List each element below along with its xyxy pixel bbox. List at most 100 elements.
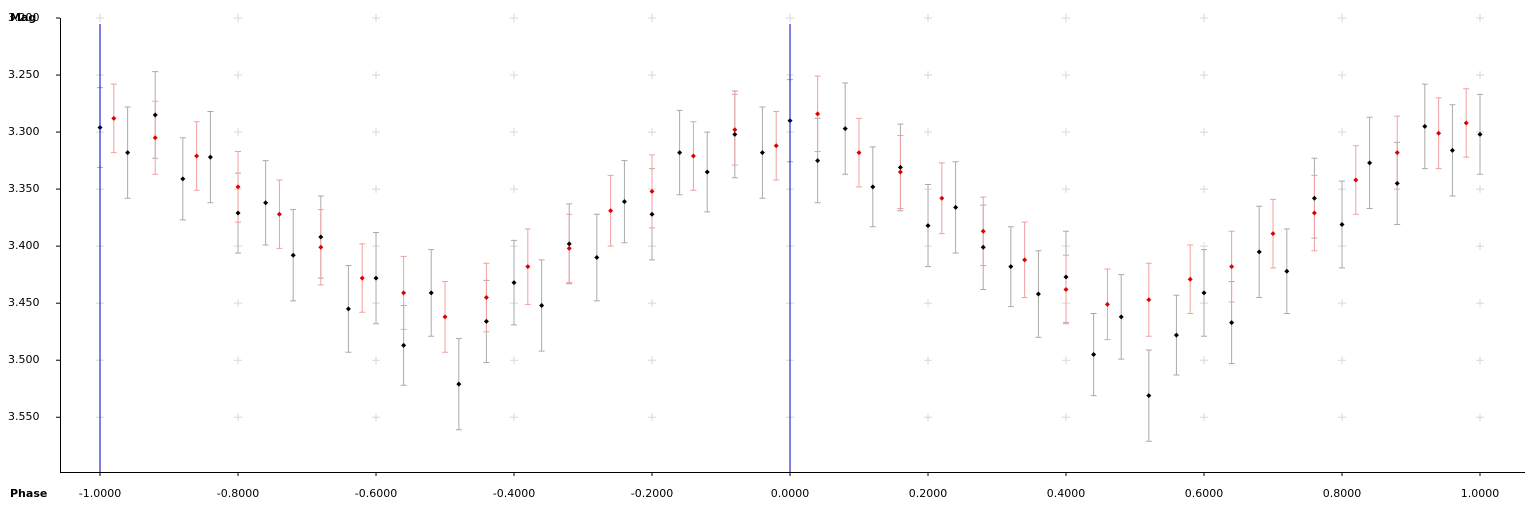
grid-cross [648, 14, 657, 22]
grid-cross [1062, 356, 1071, 365]
data-point [1035, 291, 1041, 297]
grid-cross [1200, 14, 1209, 22]
data-point [1436, 130, 1442, 136]
grid-cross [510, 128, 519, 137]
grid-cross [1062, 128, 1071, 137]
grid-cross [1200, 128, 1209, 137]
grid-cross [510, 356, 519, 365]
grid-cross [372, 14, 381, 22]
grid-cross [234, 413, 243, 422]
data-point [815, 111, 821, 117]
data-point [1477, 131, 1483, 137]
labels: 3.200 3.250 3.300 3.350 3.400 3.450 3.500 3.550… [8, 11, 1499, 500]
grid-cross [1200, 185, 1209, 194]
data-point [566, 245, 572, 251]
data-point [1449, 147, 1455, 153]
y-tick-label: 3.300 [8, 125, 40, 138]
data-point [1022, 257, 1028, 263]
data-point [345, 306, 351, 312]
grid-cross [510, 413, 519, 422]
grid-cross [924, 299, 933, 308]
x-tick-label: -1.0000 [79, 487, 121, 500]
grid [56, 14, 1485, 476]
grid-cross [648, 128, 657, 137]
grid-cross [924, 14, 933, 22]
grid-cross [372, 71, 381, 80]
data-point [125, 150, 131, 156]
y-tick-label: 3.400 [8, 239, 40, 252]
data-point [442, 314, 448, 320]
grid-cross [648, 356, 657, 365]
grid-cross [1200, 413, 1209, 422]
data-point [1270, 231, 1276, 237]
x-tick-label: 0.4000 [1047, 487, 1086, 500]
x-tick-label: -0.8000 [217, 487, 259, 500]
data-point [732, 131, 738, 137]
data-point [897, 169, 903, 175]
grid-cross [234, 71, 243, 80]
data-point [318, 244, 324, 250]
y-tick-label: 3.500 [8, 353, 40, 366]
data-point [1353, 177, 1359, 183]
x-tick-label: 0.2000 [909, 487, 948, 500]
data-point [318, 234, 324, 240]
data-point [152, 135, 158, 141]
data-point [1311, 210, 1317, 216]
data-point [1367, 160, 1373, 166]
data-point [1091, 352, 1097, 358]
grid-cross [1062, 413, 1071, 422]
data-point [649, 188, 655, 194]
data-point [870, 184, 876, 190]
data-point [594, 255, 600, 261]
grid-cross [924, 413, 933, 422]
data-point [428, 290, 434, 296]
data-point [1063, 286, 1069, 292]
x-tick-label: -0.4000 [493, 487, 535, 500]
data-point [690, 153, 696, 159]
data-point [1173, 332, 1179, 338]
y-axis-title: Mag [10, 11, 36, 24]
data-point [1256, 249, 1262, 255]
data-point [401, 342, 407, 348]
data-point [649, 211, 655, 217]
grid-cross [234, 356, 243, 365]
data-point [111, 115, 117, 121]
data-point [152, 112, 158, 118]
y-tick-label: 3.250 [8, 68, 40, 81]
data-point [1201, 290, 1207, 296]
data-point [1146, 297, 1152, 303]
grid-cross [510, 185, 519, 194]
data-point [897, 164, 903, 170]
grid-cross [372, 185, 381, 194]
grid-cross [372, 413, 381, 422]
data-point [566, 241, 572, 247]
grid-cross [1338, 413, 1347, 422]
data-point [939, 195, 945, 201]
y-tick-label: 3.550 [8, 410, 40, 423]
x-tick-label: 1.0000 [1461, 487, 1500, 500]
x-tick-label: 0.0000 [771, 487, 810, 500]
grid-cross [234, 14, 243, 22]
y-tick-label: 3.350 [8, 182, 40, 195]
grid-cross [786, 14, 795, 22]
grid-cross [1200, 356, 1209, 365]
grid-cross [510, 71, 519, 80]
grid-cross [1062, 185, 1071, 194]
data-point [980, 228, 986, 234]
data-point [1463, 120, 1469, 126]
data-point [401, 290, 407, 296]
data-point [290, 252, 296, 258]
data-point [180, 176, 186, 182]
data-point [842, 126, 848, 132]
data-point [953, 204, 959, 210]
data-point [773, 143, 779, 149]
grid-cross [1200, 242, 1209, 251]
data-point [235, 210, 241, 216]
grid-cross [648, 299, 657, 308]
grid-cross [234, 128, 243, 137]
data-point [207, 154, 213, 160]
data-point [732, 127, 738, 133]
grid-cross [1338, 14, 1347, 22]
